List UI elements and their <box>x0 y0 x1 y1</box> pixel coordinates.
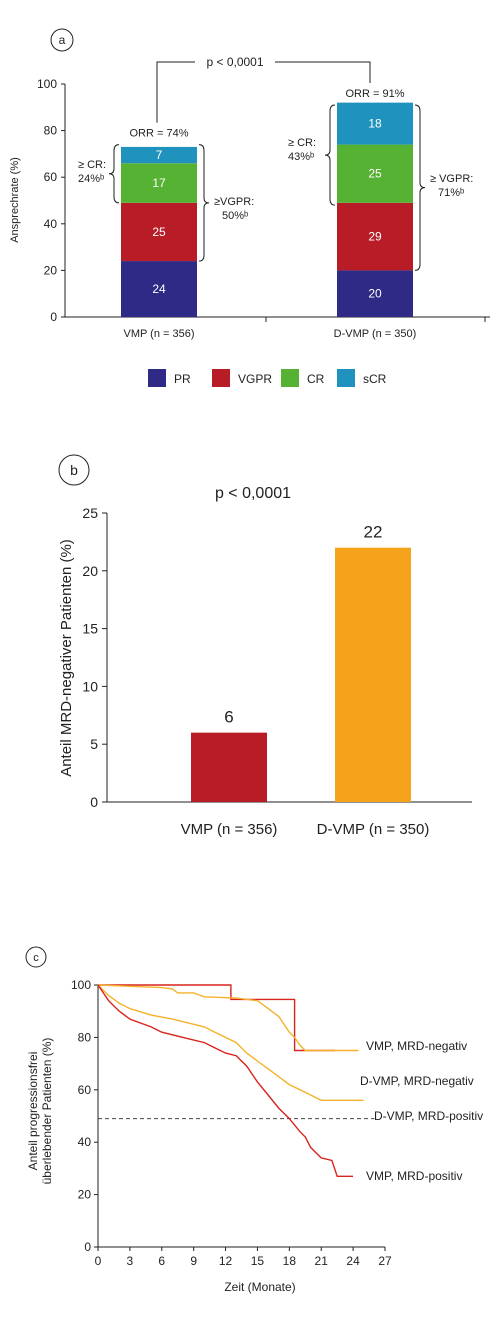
bar-segment-cr <box>337 144 413 203</box>
y-tick-label: 0 <box>50 310 57 324</box>
p-value-label: p < 0,0001 <box>215 485 291 502</box>
survival-curve <box>97 984 364 1101</box>
vgpr-brace <box>414 104 426 271</box>
x-tick-label: 12 <box>219 1254 233 1268</box>
segment-value-label: 17 <box>152 176 166 190</box>
bar-segment-vgpr <box>337 202 413 271</box>
category-label: D-VMP (n = 350) <box>317 821 430 838</box>
bar <box>191 732 267 802</box>
x-tick-label: 0 <box>95 1254 102 1268</box>
survival-curve <box>98 984 335 1052</box>
series-label: D-VMP, MRD-positiv <box>374 1109 483 1123</box>
y-tick-label: 20 <box>44 263 58 277</box>
y-tick-label: 40 <box>78 1135 92 1149</box>
legend-swatch-cr <box>281 369 299 387</box>
y-tick-label: 100 <box>71 978 91 992</box>
orr-label: ORR = 91% <box>346 88 405 100</box>
y-tick-label: 25 <box>82 505 98 521</box>
cr-note: ≥ CR: <box>288 137 316 149</box>
orr-label: ORR = 74% <box>130 128 189 140</box>
segment-value-label: 25 <box>368 167 382 181</box>
legend-label: VGPR <box>238 372 272 386</box>
bar-segment-scr <box>121 146 197 164</box>
panel-c-letter: c <box>33 952 39 964</box>
x-axis-label: Zeit (Monate) <box>224 1280 295 1294</box>
panel-b-marker <box>58 454 90 486</box>
y-tick-label: 15 <box>82 621 98 637</box>
legend-swatch-scr <box>337 369 355 387</box>
vgpr-note: 71%ᵇ <box>438 187 464 199</box>
vgpr-note: ≥ VGPR: <box>430 173 473 185</box>
x-tick-label: 18 <box>283 1254 297 1268</box>
segment-value-label: 24 <box>152 282 166 296</box>
survival-curve <box>97 984 354 1177</box>
segment-value-label: 25 <box>152 225 166 239</box>
vgpr-note: ≥VGPR: <box>214 196 254 208</box>
chart-c: c 0 20 40 60 80 100 0 3 6 9 12 15 18 21 24 27 Zeit (Monat… <box>25 946 483 1294</box>
y-tick-label: 80 <box>78 1030 92 1044</box>
legend-label: PR <box>174 372 191 386</box>
y-tick-label: 80 <box>44 124 58 138</box>
panel-a-marker <box>50 28 74 52</box>
cr-note: ≥ CR: <box>78 159 106 171</box>
series-label: D-VMP, MRD-negativ <box>360 1074 474 1088</box>
x-tick-label: 6 <box>158 1254 165 1268</box>
bar-segment-scr <box>337 102 413 145</box>
significance-bracket <box>156 61 371 123</box>
segment-value-label: 29 <box>368 230 382 244</box>
y-axis-label: überlebender Patienten (%) <box>40 1038 54 1185</box>
bar-segment-cr <box>121 163 197 203</box>
bar <box>335 547 411 802</box>
series-label: VMP, MRD-positiv <box>366 1169 462 1183</box>
cr-note: 24%ᵇ <box>78 173 104 185</box>
segment-value-label: 18 <box>368 117 382 131</box>
vgpr-note: 50%ᵇ <box>222 210 248 222</box>
y-tick-label: 0 <box>84 1240 91 1254</box>
y-axis-label: Ansprechrate (%) <box>9 157 21 243</box>
bar-segment-pr <box>337 270 413 317</box>
category-label: VMP (n = 356) <box>181 821 278 838</box>
cr-note: 43%ᵇ <box>288 151 314 163</box>
legend-swatch-pr <box>148 369 166 387</box>
panel-b-letter: b <box>70 462 78 478</box>
bar-value-label: 22 <box>364 523 383 542</box>
category-label: D-VMP (n = 350) <box>334 328 417 340</box>
legend-swatch-vgpr <box>212 369 230 387</box>
cr-brace <box>324 104 336 206</box>
x-tick-label: 15 <box>251 1254 265 1268</box>
legend-label: CR <box>307 372 325 386</box>
x-tick-label: 21 <box>315 1254 329 1268</box>
x-tick-label: 27 <box>378 1254 392 1268</box>
bar-value-label: 6 <box>224 708 233 727</box>
category-label: VMP (n = 356) <box>123 328 194 340</box>
series-label: VMP, MRD-negativ <box>366 1039 467 1053</box>
chart-b: b 0 5 10 15 20 25 Anteil MRD-negativer Patiente… <box>58 454 472 838</box>
y-tick-label: 60 <box>44 170 58 184</box>
y-tick-label: 60 <box>78 1083 92 1097</box>
bar-segment-vgpr <box>121 202 197 262</box>
legend-label: sCR <box>363 372 387 386</box>
chart-a: a 0 20 40 60 80 100 Ansprechrate (%) 24 25 17 7 VMP … <box>9 28 490 387</box>
y-tick-label: 20 <box>78 1188 92 1202</box>
panel-c-marker <box>25 946 47 968</box>
y-tick-label: 0 <box>90 794 98 810</box>
y-tick-label: 10 <box>82 678 98 694</box>
y-axis-label: Anteil MRD-negativer Patienten (%) <box>58 539 75 777</box>
x-tick-label: 24 <box>346 1254 360 1268</box>
segment-value-label: 20 <box>368 287 382 301</box>
y-tick-label: 20 <box>82 563 98 579</box>
y-tick-label: 100 <box>37 77 57 91</box>
segment-value-label: 7 <box>156 148 163 162</box>
cr-brace <box>108 144 120 204</box>
survival-curve <box>97 984 359 1052</box>
vgpr-brace <box>198 144 210 262</box>
y-tick-label: 5 <box>90 736 98 752</box>
y-axis-label: Anteil progressionsfrei <box>26 1052 40 1171</box>
panel-a-letter: a <box>59 33 66 47</box>
bar-segment-pr <box>121 261 197 317</box>
p-value-label: p < 0,0001 <box>206 55 263 69</box>
x-tick-label: 9 <box>190 1254 197 1268</box>
x-tick-label: 3 <box>127 1254 134 1268</box>
y-tick-label: 40 <box>44 217 58 231</box>
